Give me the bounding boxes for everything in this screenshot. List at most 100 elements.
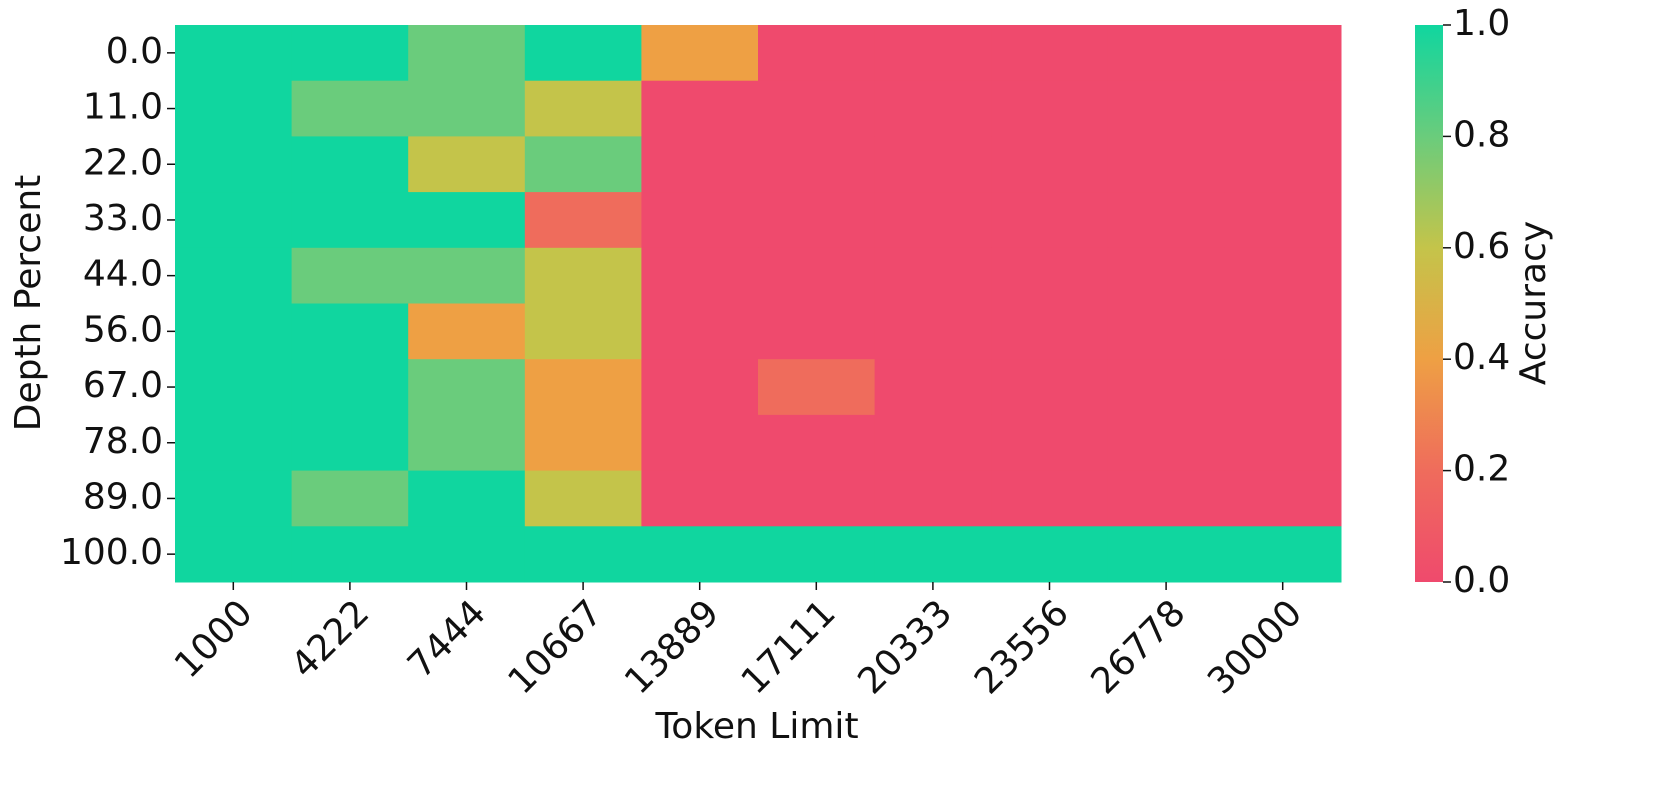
heatmap-cell bbox=[758, 192, 876, 249]
heatmap-cell bbox=[874, 25, 992, 82]
heatmap-cell bbox=[408, 247, 526, 304]
x-tick-label: 7444 bbox=[400, 592, 494, 686]
heatmap-cell bbox=[874, 80, 992, 137]
heatmap-cell bbox=[1107, 247, 1225, 304]
heatmap-cell bbox=[1224, 80, 1342, 137]
heatmap-cell bbox=[175, 470, 293, 527]
heatmap-cell bbox=[874, 470, 992, 527]
y-axis-label: Depth Percent bbox=[8, 175, 49, 432]
heatmap-cell bbox=[874, 359, 992, 416]
heatmap-cell bbox=[175, 25, 293, 82]
heatmap-cell bbox=[991, 303, 1109, 360]
heatmap-cell bbox=[991, 247, 1109, 304]
x-tick-label: 23556 bbox=[967, 592, 1077, 702]
heatmap-cell bbox=[1107, 192, 1225, 249]
heatmap-cell bbox=[524, 359, 642, 416]
heatmap-cell bbox=[291, 470, 409, 527]
heatmap-cell bbox=[641, 136, 759, 193]
y-tick-label: 56.0 bbox=[83, 309, 163, 350]
heatmap-cell bbox=[524, 414, 642, 472]
heatmap-cell bbox=[524, 303, 642, 360]
heatmap-cell bbox=[1107, 526, 1225, 583]
heatmap-cell bbox=[408, 80, 526, 137]
heatmap-cell bbox=[291, 25, 409, 82]
heatmap-cell bbox=[175, 359, 293, 416]
colorbar-tick-label: 0.8 bbox=[1453, 114, 1510, 155]
heatmap-cell bbox=[524, 136, 642, 193]
heatmap-cell bbox=[641, 25, 759, 82]
heatmap-cell bbox=[1224, 192, 1342, 249]
colorbar bbox=[1415, 25, 1443, 582]
colorbar-tick-label: 1.0 bbox=[1453, 3, 1510, 44]
heatmap-cell bbox=[758, 80, 876, 137]
x-tick-label: 26778 bbox=[1084, 592, 1194, 702]
heatmap-cell bbox=[291, 526, 409, 583]
heatmap-cell bbox=[524, 470, 642, 527]
heatmap-cell bbox=[758, 303, 876, 360]
heatmap-cell bbox=[408, 192, 526, 249]
heatmap-cell bbox=[991, 414, 1109, 472]
heatmap-cell bbox=[641, 359, 759, 416]
heatmap-cell bbox=[291, 136, 409, 193]
heatmap-cell bbox=[408, 25, 526, 82]
heatmap-cell bbox=[1224, 247, 1342, 304]
heatmap-cell bbox=[291, 414, 409, 472]
heatmap-cell bbox=[175, 303, 293, 360]
heatmap-cell bbox=[874, 247, 992, 304]
heatmap-cell bbox=[991, 526, 1109, 583]
y-tick-label: 44.0 bbox=[83, 254, 163, 295]
heatmap-cell bbox=[408, 526, 526, 583]
heatmap-cell bbox=[641, 470, 759, 527]
heatmap-cell bbox=[874, 303, 992, 360]
y-tick-label: 11.0 bbox=[83, 87, 163, 128]
heatmap-cell bbox=[641, 192, 759, 249]
heatmap-cell bbox=[291, 247, 409, 304]
heatmap-cell bbox=[408, 470, 526, 527]
heatmap-cell bbox=[291, 192, 409, 249]
heatmap-cell bbox=[991, 359, 1109, 416]
heatmap-cell bbox=[641, 526, 759, 583]
heatmap-cell bbox=[175, 136, 293, 193]
heatmap-cell bbox=[1107, 136, 1225, 193]
heatmap-cell bbox=[874, 136, 992, 193]
y-tick-label: 100.0 bbox=[60, 532, 163, 573]
y-tick-label: 67.0 bbox=[83, 365, 163, 406]
heatmap-cell bbox=[758, 247, 876, 304]
heatmap-cell bbox=[1224, 414, 1342, 472]
heatmap-cell bbox=[175, 414, 293, 472]
heatmap-cell bbox=[1107, 25, 1225, 82]
heatmap-cell bbox=[1224, 526, 1342, 583]
heatmap-cell bbox=[758, 414, 876, 472]
heatmap-cell bbox=[1107, 359, 1225, 416]
y-tick-label: 89.0 bbox=[83, 476, 163, 517]
heatmap-cell bbox=[524, 526, 642, 583]
heatmap-cell bbox=[641, 247, 759, 304]
heatmap-cell bbox=[991, 470, 1109, 527]
heatmap-cell bbox=[758, 136, 876, 193]
x-tick-label: 17111 bbox=[734, 592, 844, 702]
heatmap-cell bbox=[641, 303, 759, 360]
colorbar-label: Accuracy bbox=[1513, 221, 1554, 385]
heatmap-cell bbox=[874, 192, 992, 249]
heatmap-cell bbox=[758, 526, 876, 583]
heatmap-cell bbox=[524, 25, 642, 82]
heatmap-cell bbox=[175, 526, 293, 583]
heatmap-cell bbox=[408, 136, 526, 193]
heatmap-cell bbox=[524, 247, 642, 304]
heatmap-cell bbox=[291, 303, 409, 360]
colorbar-tick-label: 0.4 bbox=[1453, 337, 1510, 378]
heatmap-cell bbox=[758, 470, 876, 527]
heatmap-cell bbox=[1224, 136, 1342, 193]
heatmap-cell bbox=[175, 247, 293, 304]
heatmap-cell bbox=[1107, 470, 1225, 527]
x-tick-label: 13889 bbox=[617, 592, 727, 702]
colorbar-tick-label: 0.0 bbox=[1453, 560, 1510, 601]
heatmap-cell bbox=[291, 359, 409, 416]
heatmap-cell bbox=[991, 80, 1109, 137]
heatmap-cell bbox=[175, 80, 293, 137]
heatmap-cell bbox=[408, 359, 526, 416]
x-tick-label: 4222 bbox=[284, 592, 378, 686]
heatmap-cell bbox=[1224, 470, 1342, 527]
x-axis-label: Token Limit bbox=[654, 706, 858, 747]
